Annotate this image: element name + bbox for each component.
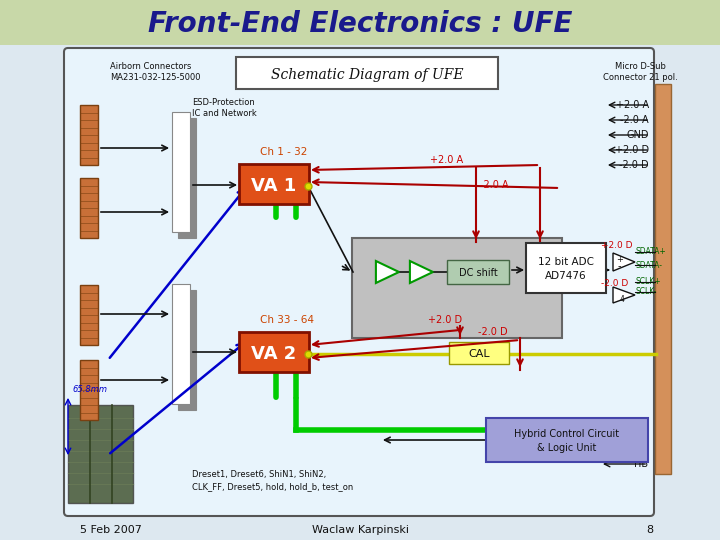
Text: Micro D-Sub
Connector 21 pol.: Micro D-Sub Connector 21 pol. bbox=[603, 62, 678, 82]
Text: +2.0 D: +2.0 D bbox=[601, 240, 632, 249]
FancyBboxPatch shape bbox=[236, 57, 498, 89]
FancyBboxPatch shape bbox=[449, 342, 509, 364]
Text: Ch 33 - 64: Ch 33 - 64 bbox=[260, 315, 314, 325]
Text: +2.0 A: +2.0 A bbox=[616, 100, 649, 110]
FancyBboxPatch shape bbox=[526, 243, 606, 293]
Bar bbox=[0, 0, 720, 45]
Text: HB: HB bbox=[634, 459, 648, 469]
Text: SCLK+: SCLK+ bbox=[636, 278, 662, 287]
Text: 5 Feb 2007: 5 Feb 2007 bbox=[80, 525, 142, 535]
Text: Schematic Diagram of UFE: Schematic Diagram of UFE bbox=[271, 68, 463, 82]
Polygon shape bbox=[613, 253, 635, 271]
Text: -2.0 A: -2.0 A bbox=[621, 115, 649, 125]
Bar bbox=[80, 105, 98, 165]
Text: +2.0 D: +2.0 D bbox=[428, 315, 462, 325]
Text: 4: 4 bbox=[620, 294, 624, 303]
Text: Front-End Electronics : UFE: Front-End Electronics : UFE bbox=[148, 10, 572, 38]
Bar bbox=[655, 84, 671, 474]
Text: S: S bbox=[642, 420, 648, 430]
Text: +2.0 A: +2.0 A bbox=[430, 155, 463, 165]
Text: SCLK-: SCLK- bbox=[636, 287, 657, 296]
Bar bbox=[80, 178, 98, 238]
Bar bbox=[80, 285, 98, 345]
Text: ESD-Protection
IC and Network: ESD-Protection IC and Network bbox=[192, 98, 257, 118]
Bar bbox=[447, 260, 509, 284]
Bar bbox=[178, 290, 196, 410]
Text: 12 bit ADC
AD7476: 12 bit ADC AD7476 bbox=[538, 258, 594, 281]
Text: -2.0 D: -2.0 D bbox=[601, 279, 629, 287]
Text: -: - bbox=[618, 261, 621, 272]
Text: SB: SB bbox=[635, 433, 648, 443]
Polygon shape bbox=[410, 261, 433, 283]
Text: +: + bbox=[616, 255, 623, 264]
Text: Waclaw Karpinski: Waclaw Karpinski bbox=[312, 525, 408, 535]
Bar bbox=[178, 118, 196, 238]
Text: SDATA+: SDATA+ bbox=[636, 247, 667, 256]
Text: SDATA-: SDATA- bbox=[636, 260, 663, 269]
Text: -2.0 A: -2.0 A bbox=[480, 180, 508, 190]
Bar bbox=[68, 405, 133, 503]
FancyBboxPatch shape bbox=[239, 332, 309, 372]
Text: DC shift: DC shift bbox=[459, 268, 498, 278]
Polygon shape bbox=[376, 261, 399, 283]
Bar bbox=[352, 238, 562, 338]
Text: Ch 1 - 32: Ch 1 - 32 bbox=[260, 147, 307, 157]
Bar bbox=[172, 284, 190, 404]
Bar bbox=[172, 112, 190, 232]
FancyBboxPatch shape bbox=[64, 48, 654, 516]
FancyBboxPatch shape bbox=[486, 418, 648, 462]
Text: 8: 8 bbox=[647, 525, 654, 535]
Text: 65.8mm: 65.8mm bbox=[72, 386, 107, 395]
Text: GND: GND bbox=[626, 130, 649, 140]
Text: +2.0 D: +2.0 D bbox=[615, 145, 649, 155]
FancyBboxPatch shape bbox=[239, 164, 309, 204]
Text: VA 1: VA 1 bbox=[251, 177, 297, 195]
Text: -2.0 D: -2.0 D bbox=[619, 160, 649, 170]
Bar bbox=[80, 360, 98, 420]
Text: CAL: CAL bbox=[468, 349, 490, 359]
Text: Dreset1, Dreset6, ShiN1, ShiN2,
CLK_FF, Dreset5, hold, hold_b, test_on: Dreset1, Dreset6, ShiN1, ShiN2, CLK_FF, … bbox=[192, 470, 354, 491]
Polygon shape bbox=[613, 287, 635, 303]
Text: -2.0 D: -2.0 D bbox=[478, 327, 508, 337]
Text: Hybrid Control Circuit
& Logic Unit: Hybrid Control Circuit & Logic Unit bbox=[514, 429, 620, 453]
Text: VA 2: VA 2 bbox=[251, 345, 297, 363]
Text: H: H bbox=[641, 446, 648, 456]
Text: Airborn Connectors
MA231-032-125-5000: Airborn Connectors MA231-032-125-5000 bbox=[110, 62, 200, 82]
